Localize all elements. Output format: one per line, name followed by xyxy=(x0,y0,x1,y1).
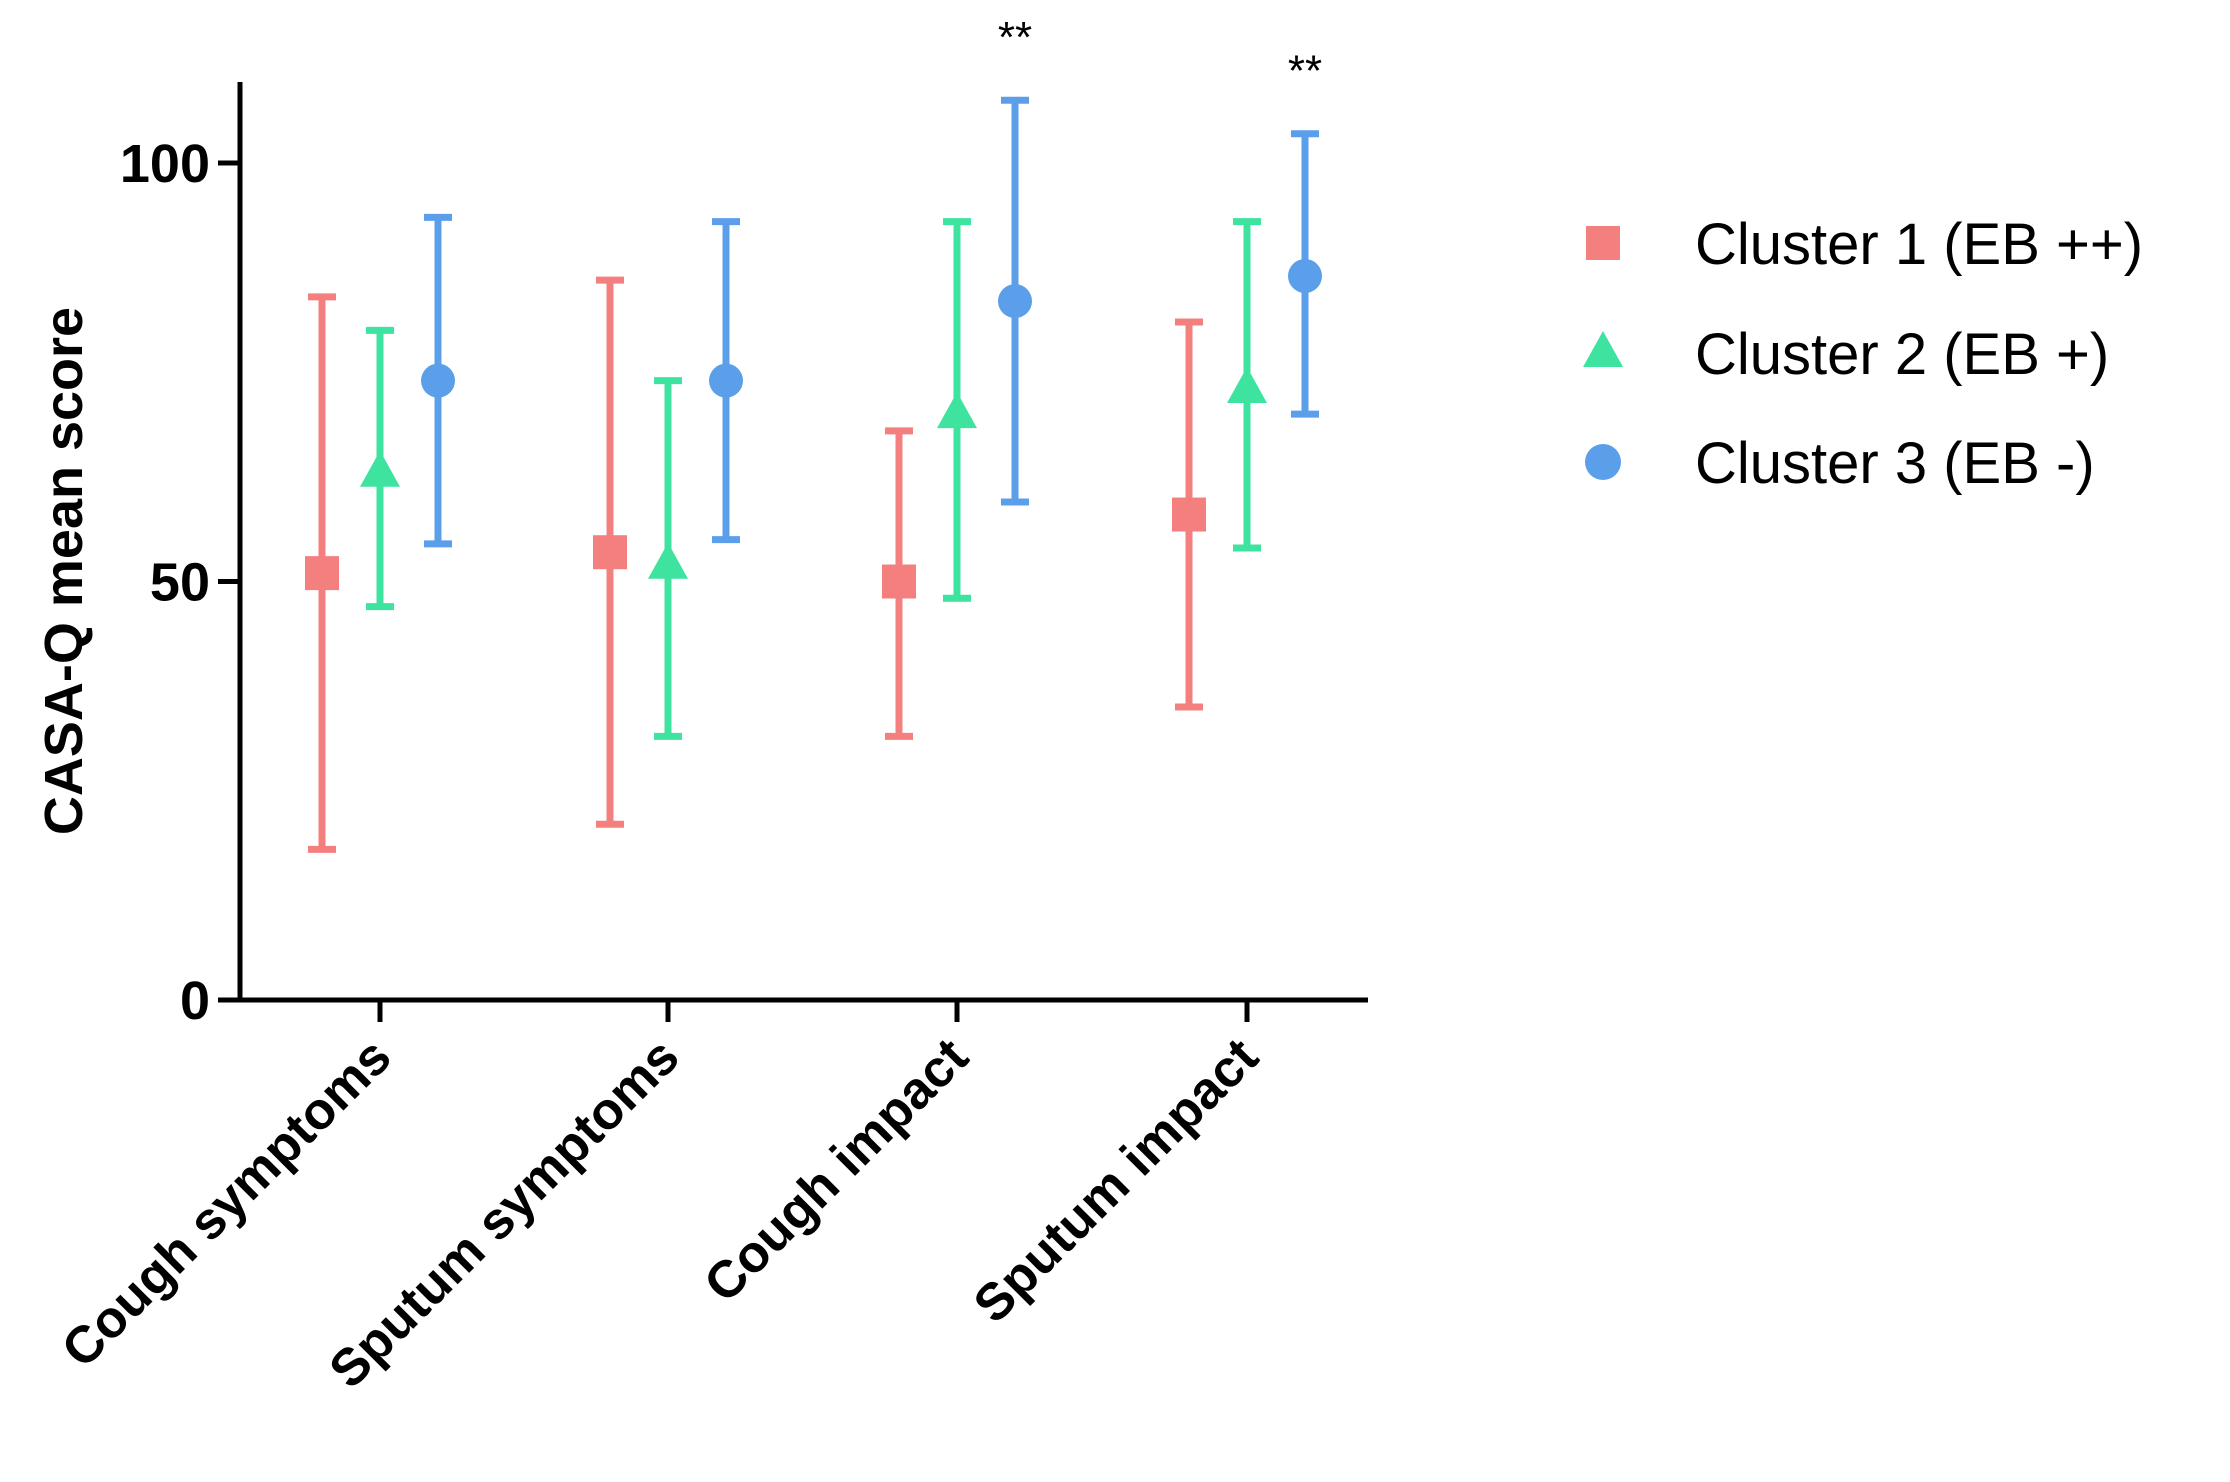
data-point-square xyxy=(882,564,916,599)
legend-item: Cluster 2 (EB +) xyxy=(1583,322,2109,387)
data-point-triangle xyxy=(648,542,688,579)
y-tick-label: 0 xyxy=(180,971,210,1031)
y-axis-title: CASA-Q mean score xyxy=(34,307,94,835)
legend: Cluster 1 (EB ++) Cluster 2 (EB +) Cluster… xyxy=(1583,212,2143,496)
data-point-square xyxy=(1172,497,1206,532)
legend-swatch-triangle xyxy=(1583,331,1623,367)
data-point-circle xyxy=(421,363,455,398)
legend-item: Cluster 1 (EB ++) xyxy=(1586,212,2143,277)
data-point-triangle xyxy=(1227,366,1267,403)
y-tick-label: 50 xyxy=(150,553,210,613)
data-point-triangle xyxy=(360,450,400,487)
error-bars xyxy=(308,96,1319,853)
y-tick-label: 100 xyxy=(120,134,210,194)
significance-annotation: ** xyxy=(1288,47,1322,96)
data-markers xyxy=(305,258,1322,599)
x-tick-label: Sputum impact xyxy=(963,1027,1270,1334)
legend-swatch-circle xyxy=(1585,444,1621,480)
data-point-circle xyxy=(1288,258,1322,293)
axes xyxy=(218,82,1368,1022)
legend-label: Cluster 3 (EB -) xyxy=(1695,431,2095,496)
data-point-square xyxy=(593,535,627,570)
legend-swatch-square xyxy=(1586,226,1620,260)
legend-item: Cluster 3 (EB -) xyxy=(1585,431,2095,496)
data-point-square xyxy=(305,556,339,591)
legend-label: Cluster 2 (EB +) xyxy=(1695,322,2109,387)
significance-annotation: ** xyxy=(998,13,1032,62)
x-tick-label: Cough impact xyxy=(693,1027,979,1313)
legend-label: Cluster 1 (EB ++) xyxy=(1695,212,2143,277)
annotations: ** ** xyxy=(998,13,1322,95)
data-point-circle xyxy=(998,284,1032,319)
data-point-circle xyxy=(709,363,743,398)
data-point-triangle xyxy=(937,392,977,429)
